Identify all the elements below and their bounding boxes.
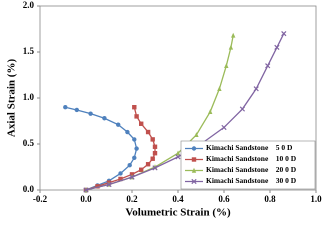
data-point: [132, 155, 137, 160]
y-axis-title: Axial Strain (%): [6, 59, 18, 138]
data-point: [281, 30, 287, 37]
legend-label: Kimachi Sandstone 30 0 D: [206, 176, 297, 185]
y-tick-label: 1.0: [23, 92, 35, 102]
legend-label: Kimachi Sandstone 10 0 D: [206, 154, 297, 163]
data-point: [152, 151, 158, 156]
x-tick-label: 0.4: [172, 194, 184, 204]
y-tick-label: 2.0: [23, 0, 35, 10]
legend-label: Kimachi Sandstone 5 0 D: [206, 143, 293, 152]
data-point: [129, 172, 135, 177]
data-point: [106, 181, 112, 188]
x-tick-label: -0.2: [33, 194, 48, 204]
data-point: [139, 121, 144, 126]
data-point: [129, 174, 135, 180]
data-point: [125, 129, 130, 135]
data-point: [175, 150, 181, 156]
x-tick-label: 0.0: [80, 194, 92, 204]
data-point: [88, 111, 93, 116]
data-point: [208, 109, 213, 114]
legend-swatch-marker: [191, 167, 197, 173]
legend-box: [180, 140, 316, 190]
legend-label: Kimachi Sandstone 20 0 D: [206, 165, 297, 174]
y-tick-label: 1.5: [23, 46, 35, 56]
legend-swatch-marker: [191, 178, 197, 185]
x-tick-label: 0.6: [218, 194, 230, 204]
series-line: [85, 33, 285, 191]
data-point: [175, 154, 181, 160]
y-tick-label: 0.0: [23, 184, 35, 194]
data-point: [139, 167, 144, 172]
data-point: [217, 86, 222, 91]
legend-swatch-marker: [191, 146, 197, 151]
data-point: [134, 114, 139, 119]
data-point: [145, 162, 151, 167]
data-point: [118, 176, 123, 182]
data-point: [95, 184, 100, 189]
data-point: [102, 116, 107, 121]
data-point: [132, 105, 137, 110]
series-line: [65, 106, 138, 191]
data-point: [145, 129, 151, 135]
x-tick-label: 0.8: [264, 194, 276, 204]
data-point: [63, 105, 68, 110]
x-axis-title: Volumetric Strain (%): [125, 207, 231, 219]
data-point: [265, 63, 271, 69]
x-tick-label: 1.0: [310, 194, 322, 204]
data-point: [274, 44, 280, 51]
data-point: [134, 146, 139, 151]
x-tick-label: 0.2: [126, 194, 138, 204]
data-point: [152, 144, 158, 149]
chart: Volumetric Strain (%) Axial Strain (%) 0…: [6, 0, 323, 219]
data-point: [116, 122, 121, 127]
legend-swatch-marker: [191, 157, 197, 162]
data-point: [231, 32, 236, 38]
data-point: [221, 124, 227, 131]
data-point: [118, 171, 123, 176]
data-point: [132, 137, 137, 142]
data-point: [74, 107, 80, 113]
data-point: [239, 106, 246, 112]
data-point: [83, 187, 89, 193]
y-tick-label: 0.5: [23, 138, 35, 148]
data-point: [150, 137, 155, 142]
data-point: [253, 86, 259, 92]
data-point: [194, 132, 199, 137]
data-point: [152, 165, 158, 171]
data-point: [127, 162, 132, 168]
data-point: [150, 156, 155, 161]
data-point: [224, 63, 229, 68]
data-point: [228, 44, 234, 50]
